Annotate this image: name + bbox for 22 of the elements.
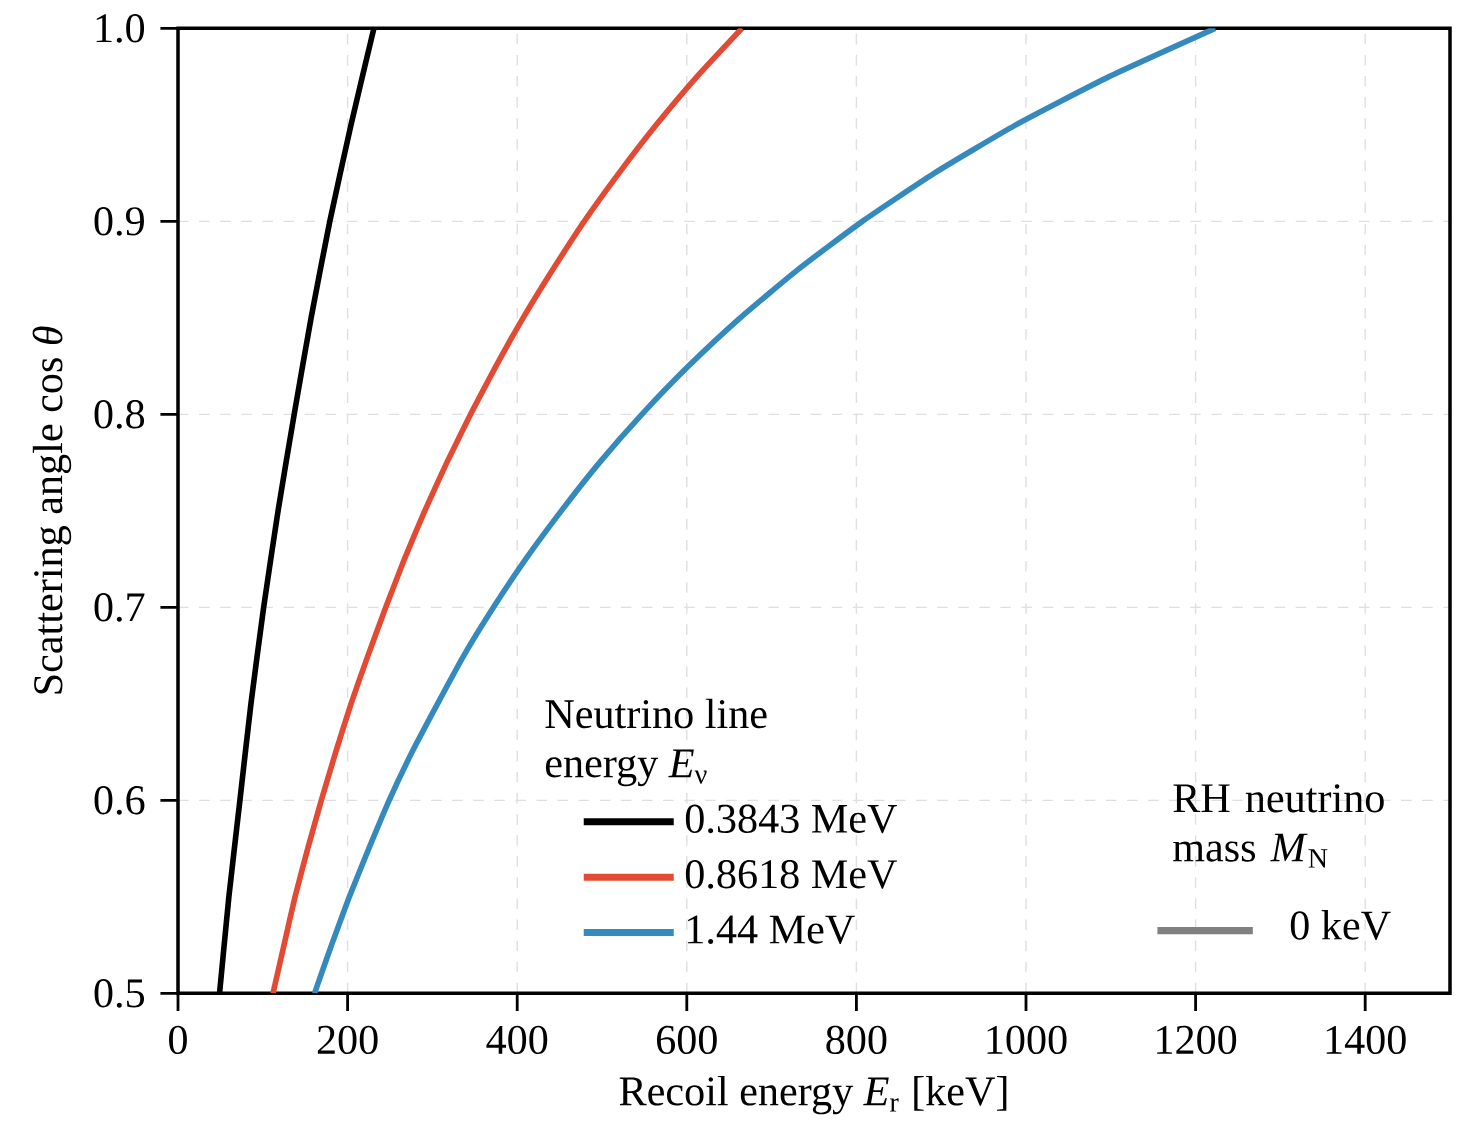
x-tick-label: 1000 [987, 1025, 1067, 1054]
x-tick-label: 1200 [1157, 1025, 1237, 1054]
y-tick-label: 0.9 [94, 206, 144, 236]
x-axis-title: Recoil energy E$_{r}$ [keV] [619, 1075, 1007, 1115]
legend-label: 1.44 MeV [687, 915, 855, 944]
x-tick-label: 200 [317, 1025, 378, 1054]
annotation: 0 keV [1290, 909, 1391, 940]
legend-label: 0.3843 MeV [685, 804, 898, 834]
x-tick-label: 600 [656, 1025, 717, 1054]
x-tick-label: 1400 [1326, 1025, 1406, 1054]
y-tick-label: 0.7 [94, 592, 145, 622]
y-tick-label: 1.0 [96, 13, 145, 43]
y-tick-label: 0.8 [94, 399, 145, 429]
legend-label: 0.8618 MeV [685, 859, 898, 889]
x-tick-label: 400 [486, 1025, 548, 1054]
x-tick-label: 0 [169, 1025, 187, 1054]
y-axis-title: Scattering angle cos θ [32, 326, 72, 694]
y-tick-label: 0.5 [94, 978, 145, 1008]
y-tick-label: 0.6 [94, 785, 145, 815]
legend-title: Neutrino line energy E$_{ν}$ [545, 698, 767, 787]
x-tick-label: 800 [826, 1025, 887, 1054]
annotation: RH neutrino mass M$_{N}$ [1173, 783, 1384, 868]
